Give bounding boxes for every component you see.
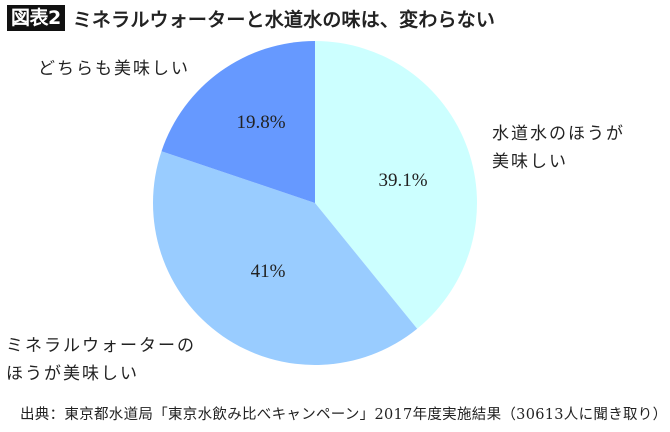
chart-header: 図表2 ミネラルウォーターと水道水の味は、変わらない: [7, 5, 495, 31]
source-note: 出典：東京都水道局「東京水飲み比べキャンペーン」2017年度実施結果（30613…: [20, 407, 668, 423]
category-label-mineral-line1: ミネラルウォーターの: [6, 336, 196, 356]
figure-badge: 図表2: [7, 5, 65, 31]
slice-mineral: [153, 151, 418, 365]
pct-label-mineral: 41%: [250, 261, 286, 282]
slice-tap: [315, 41, 477, 329]
category-label-mineral: ミネラルウォーターの ほうが美味しい: [6, 332, 196, 388]
pct-label-both: 19.8%: [236, 112, 286, 133]
chart-title: ミネラルウォーターと水道水の味は、変わらない: [72, 8, 496, 31]
category-label-tap: 水道水のほうが 美味しい: [492, 120, 625, 176]
slice-both: [161, 41, 315, 203]
category-label-tap-line1: 水道水のほうが: [492, 124, 625, 144]
category-label-mineral-line2: ほうが美味しい: [6, 364, 139, 384]
category-label-both: どちらも美味しい: [38, 59, 190, 79]
pct-label-tap: 39.1%: [378, 170, 428, 191]
category-label-tap-line2: 美味しい: [492, 152, 568, 172]
